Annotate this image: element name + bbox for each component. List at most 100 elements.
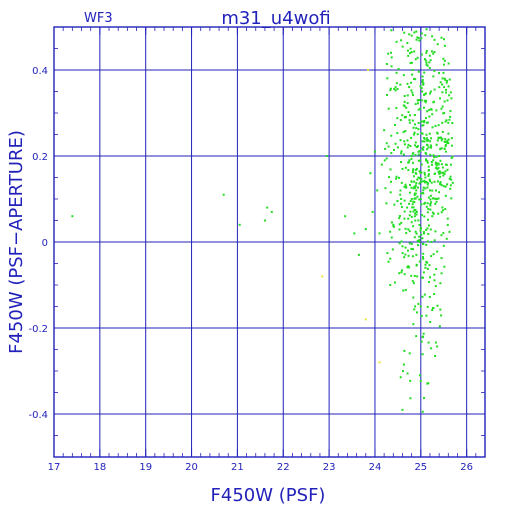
data-point <box>443 77 446 80</box>
x-tick-label: 26 <box>460 462 473 473</box>
data-point <box>435 162 438 165</box>
data-point <box>446 223 449 226</box>
data-point <box>420 37 423 40</box>
data-point <box>442 63 445 66</box>
data-point <box>407 265 410 268</box>
data-point <box>396 117 399 120</box>
data-point <box>413 185 416 188</box>
data-point <box>403 217 406 220</box>
data-point <box>429 153 432 156</box>
data-point <box>443 265 446 268</box>
data-point <box>421 214 424 217</box>
data-point <box>266 206 269 209</box>
data-point <box>407 161 410 164</box>
data-point <box>425 314 428 317</box>
data-point <box>422 271 425 274</box>
data-point <box>425 243 428 246</box>
data-point <box>401 245 404 248</box>
data-point <box>394 86 397 89</box>
data-point <box>416 133 419 136</box>
data-point <box>430 181 433 184</box>
data-point <box>403 199 406 202</box>
data-point <box>444 208 447 211</box>
data-point <box>394 281 397 284</box>
data-point <box>415 167 418 170</box>
data-point <box>421 80 424 83</box>
data-point <box>407 143 410 146</box>
data-point <box>421 147 424 150</box>
data-point <box>395 177 398 180</box>
data-point <box>431 126 434 129</box>
data-point <box>443 100 446 103</box>
data-point <box>418 223 421 226</box>
data-point <box>396 199 399 202</box>
data-point <box>419 226 422 229</box>
data-points <box>71 28 454 413</box>
data-point <box>388 176 391 179</box>
data-point <box>422 120 425 123</box>
data-point <box>386 93 389 96</box>
data-point <box>425 137 428 140</box>
data-point <box>416 145 419 148</box>
data-point <box>444 140 447 143</box>
data-point <box>405 231 408 234</box>
data-point <box>416 195 419 198</box>
data-point <box>410 89 413 92</box>
data-point <box>428 178 431 181</box>
data-point <box>426 183 429 186</box>
data-point <box>422 192 425 195</box>
x-tick-label: 18 <box>93 462 106 473</box>
data-point <box>442 244 445 247</box>
data-point <box>407 228 410 231</box>
data-point <box>406 102 409 105</box>
data-point <box>425 92 428 95</box>
data-point <box>400 150 403 153</box>
data-point <box>417 37 420 40</box>
data-point <box>444 143 447 146</box>
data-point <box>418 182 421 185</box>
data-point <box>400 197 403 200</box>
data-point <box>414 219 417 222</box>
data-point <box>353 232 356 235</box>
data-point <box>445 81 448 84</box>
data-point <box>434 172 437 175</box>
data-point <box>450 156 453 159</box>
data-point <box>436 345 439 348</box>
data-point <box>445 237 448 240</box>
data-point <box>394 123 397 126</box>
data-point <box>402 363 405 366</box>
data-point <box>449 175 452 178</box>
data-point <box>430 255 433 258</box>
data-point <box>401 408 404 411</box>
data-point <box>432 100 435 103</box>
data-point <box>409 210 412 213</box>
data-point <box>410 154 413 157</box>
data-point <box>390 180 393 183</box>
data-point <box>411 69 414 71</box>
data-point <box>423 397 426 400</box>
data-point <box>410 180 413 183</box>
data-point <box>435 109 438 112</box>
data-point <box>398 228 401 231</box>
data-point <box>416 178 419 181</box>
data-point <box>406 372 409 375</box>
data-point <box>408 230 411 233</box>
data-point <box>413 274 416 277</box>
data-point <box>426 139 429 142</box>
data-point <box>399 193 402 196</box>
data-point <box>427 341 430 344</box>
data-point <box>438 86 441 89</box>
data-point <box>408 121 411 124</box>
data-point <box>418 374 421 377</box>
data-point <box>415 213 418 216</box>
data-point <box>412 175 415 178</box>
data-point <box>419 180 422 183</box>
data-point <box>412 296 415 299</box>
data-point <box>432 154 435 157</box>
data-point <box>403 95 406 98</box>
x-tick-label: 17 <box>48 462 61 473</box>
data-point <box>429 90 432 93</box>
data-point <box>406 206 409 209</box>
data-point <box>448 118 451 121</box>
data-point <box>438 325 441 328</box>
